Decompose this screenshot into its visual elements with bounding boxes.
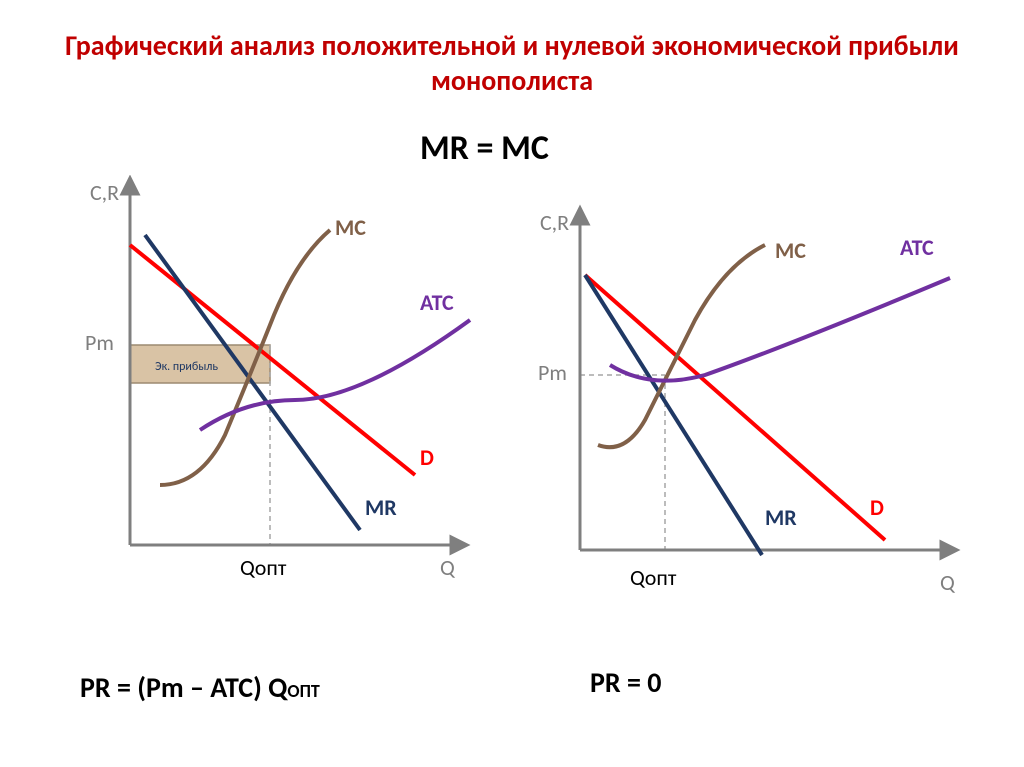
mc-curve [598, 245, 765, 447]
mr-label: MR [765, 504, 797, 531]
d-curve [585, 275, 885, 540]
page-title: Графический анализ положительной и нулев… [0, 28, 1024, 98]
qopt-label: Qопт [240, 554, 287, 581]
equation-mr-mc: MR = MC [420, 128, 549, 169]
formula-positive-profit: PR = (Pm – ATC) QОПТ [80, 670, 320, 705]
mc-label: MC [775, 237, 806, 264]
y-axis-label: C,R [90, 179, 119, 206]
pm-label: Pm [538, 359, 567, 386]
chart-zero-profit: C,R Q Pm Qопт D MR MC ATC [530, 200, 980, 620]
chart-positive-profit: Эк. прибыль C,R Q Pm Qопт D MR MC ATC [70, 175, 500, 605]
atc-curve [610, 278, 950, 381]
d-label: D [870, 494, 884, 521]
atc-label: ATC [900, 234, 934, 261]
mc-label: MC [335, 214, 366, 241]
mr-label: MR [365, 494, 397, 521]
formula-zero-profit: PR = 0 [590, 665, 661, 700]
x-axis-label: Q [940, 569, 956, 596]
pm-label: Pm [85, 329, 114, 356]
mr-curve [585, 275, 762, 555]
y-axis-label: C,R [540, 209, 569, 236]
d-label: D [420, 444, 434, 471]
x-axis-label: Q [440, 554, 456, 581]
profit-label: Эк. прибыль [155, 360, 218, 374]
atc-label: ATC [420, 289, 454, 316]
qopt-label: Qопт [630, 564, 677, 591]
